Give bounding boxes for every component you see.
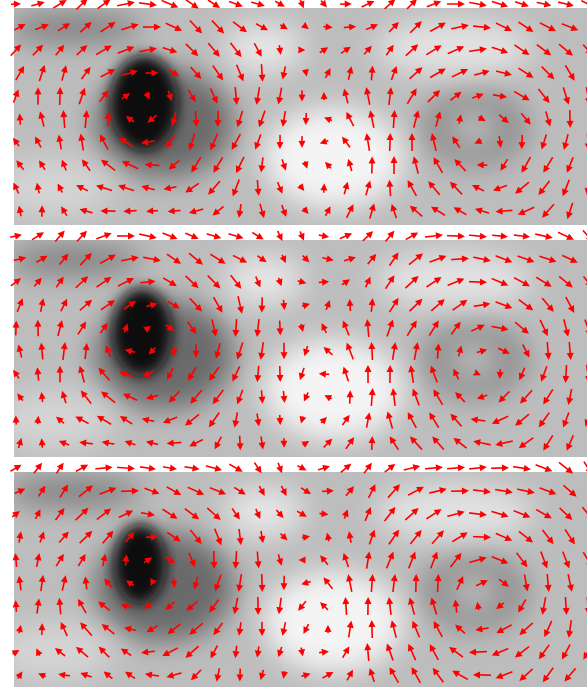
arrow [30, 0, 45, 9]
arrow [447, 232, 465, 240]
arrow [425, 464, 444, 473]
arrow [296, 463, 308, 474]
arrow [557, 0, 574, 9]
arrow [138, 231, 157, 242]
arrow [469, 464, 487, 473]
arrow [205, 462, 223, 473]
arrow [162, 463, 177, 472]
panel [0, 228, 587, 457]
figure [0, 0, 587, 687]
dark-core [110, 55, 178, 151]
arrow [447, 1, 465, 8]
arrow [340, 0, 352, 7]
arrow [469, 232, 488, 241]
dark-region [94, 532, 234, 642]
arrow [140, 463, 157, 472]
dark-core [112, 288, 172, 376]
arrow [184, 463, 200, 472]
light-region [224, 255, 304, 305]
arrow [491, 464, 509, 472]
arrow [318, 232, 330, 241]
arrow [95, 464, 113, 473]
arrow [116, 0, 135, 9]
dark-band [4, 14, 144, 42]
arrow [117, 464, 135, 472]
arrow [492, 232, 508, 240]
arrow [117, 232, 135, 239]
arrow [206, 230, 223, 241]
light-region [452, 578, 496, 606]
arrow [514, 232, 531, 241]
arrow [469, 0, 488, 9]
arrow [536, 0, 552, 9]
arrow [534, 231, 553, 242]
arrow [250, 0, 266, 9]
arrow [317, 463, 331, 473]
light-region [224, 23, 304, 73]
arrow [9, 231, 22, 240]
panel [0, 460, 587, 687]
arrow [11, 0, 21, 8]
page: (() => { const NS = 'http://www.w3.org/2… [0, 0, 587, 687]
arrow [513, 463, 532, 473]
arrow [425, 231, 444, 240]
panel [0, 0, 587, 225]
arrow [403, 463, 421, 474]
arrow [227, 230, 244, 241]
dark-core [114, 524, 166, 604]
arrow [447, 464, 466, 472]
arrow [139, 0, 158, 9]
